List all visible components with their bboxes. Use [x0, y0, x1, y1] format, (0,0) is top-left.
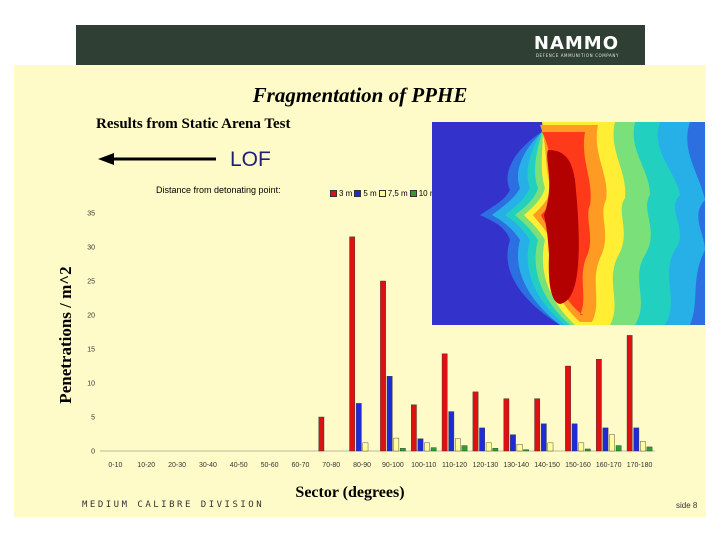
bar [584, 448, 591, 452]
legend-label: 3 m [339, 189, 353, 198]
slide-title: Fragmentation of PPHE [252, 83, 468, 107]
bar [503, 398, 510, 452]
x-tick-label: 20-30 [168, 462, 186, 469]
bar [411, 404, 417, 452]
bar [578, 442, 585, 452]
x-tick-label: 150-160 [565, 462, 591, 469]
bar [461, 445, 468, 452]
header-bar: NAMMO DEFENCE AMMUNITION COMPANY [76, 25, 645, 65]
legend-entry: 5 m [354, 189, 377, 198]
y-tick-label: 20 [87, 313, 95, 320]
x-tick-label: 140-150 [534, 462, 560, 469]
y-tick-label: 35 [87, 211, 95, 218]
bar [596, 359, 602, 452]
x-tick-label: 170-180 [627, 462, 653, 469]
bar [534, 398, 541, 452]
bar [455, 438, 461, 452]
legend-swatch [354, 190, 362, 197]
distance-label: Distance from detonating point: [156, 185, 281, 195]
x-tick-label: 80-90 [353, 462, 371, 469]
page-number: side 8 [676, 501, 698, 510]
bar [349, 236, 356, 452]
bar [540, 423, 547, 452]
bar [640, 441, 646, 452]
logo-word: NAMMO [533, 33, 619, 54]
x-tick-label: 130-140 [503, 462, 529, 469]
legend-entry: 3 m [330, 189, 352, 198]
bar [417, 438, 424, 452]
bar [318, 416, 325, 452]
x-tick-label: 50-60 [261, 462, 279, 469]
bar [547, 442, 554, 452]
bar [430, 447, 437, 452]
nammo-logo: NAMMO DEFENCE AMMUNITION COMPANY [534, 35, 619, 59]
legend-entry: 7,5 m [378, 189, 408, 198]
bar [448, 411, 455, 452]
bar [523, 449, 530, 452]
bar [472, 391, 479, 452]
legend-swatch [409, 190, 417, 197]
chart-legend: 3 m 5 m 7,5 m 10 m [330, 189, 437, 198]
x-tick-label: 110-120 [442, 462, 467, 469]
slide-subtitle: Results from Static Arena Test [96, 116, 291, 132]
y-tick-label: 15 [87, 347, 95, 354]
legend-label: 7,5 m [387, 189, 408, 198]
bar [646, 446, 653, 452]
legend-label: 10 m [418, 189, 437, 198]
x-tick-label: 90-100 [382, 462, 404, 469]
bar [626, 335, 633, 452]
bar [510, 434, 516, 452]
x-tick-label: 70-80 [322, 462, 340, 469]
legend-swatch [330, 190, 337, 197]
bar [393, 437, 400, 452]
bar [516, 444, 523, 452]
y-tick-label: 0 [91, 449, 95, 456]
bar [602, 427, 609, 452]
bar [424, 442, 430, 452]
legend-swatch [378, 190, 386, 197]
x-tick-label: 60-70 [291, 462, 309, 469]
fragmentation-heatmap-image [432, 122, 705, 325]
x-tick-label: 10-20 [137, 462, 155, 469]
bar [386, 376, 393, 452]
logo-tagline: DEFENCE AMMUNITION COMPANY [535, 53, 619, 58]
legend-entry: 10 m [409, 189, 437, 198]
y-tick-label: 30 [87, 245, 95, 252]
bar [355, 403, 362, 452]
bar [565, 365, 571, 452]
bar [362, 442, 369, 452]
x-tick-label: 100-110 [411, 462, 436, 469]
y-axis-label: Penetrations / m^2 [56, 266, 75, 404]
x-tick-label: 30-40 [199, 462, 217, 469]
bar [380, 280, 386, 452]
y-tick-label: 5 [91, 415, 95, 422]
x-tick-label: 160-170 [596, 462, 622, 469]
x-tick-label: 40-50 [230, 462, 248, 469]
x-axis-label: Sector (degrees) [295, 484, 405, 501]
bar [571, 423, 578, 452]
bar [485, 442, 492, 452]
lof-arrow [98, 153, 216, 165]
bar [633, 427, 640, 452]
bar [492, 448, 499, 452]
y-tick-label: 10 [87, 381, 95, 388]
x-tick-label: 0-10 [108, 462, 122, 469]
bar [609, 434, 615, 452]
lof-label: LOF [230, 148, 271, 171]
bar [441, 353, 448, 452]
bar [615, 445, 622, 452]
legend-label: 5 m [363, 189, 377, 198]
y-tick-label: 25 [87, 279, 95, 286]
bar [399, 448, 406, 452]
footer-division: MEDIUM CALIBRE DIVISION [82, 500, 265, 510]
x-tick-label: 120-130 [473, 462, 499, 469]
bar [479, 427, 485, 452]
